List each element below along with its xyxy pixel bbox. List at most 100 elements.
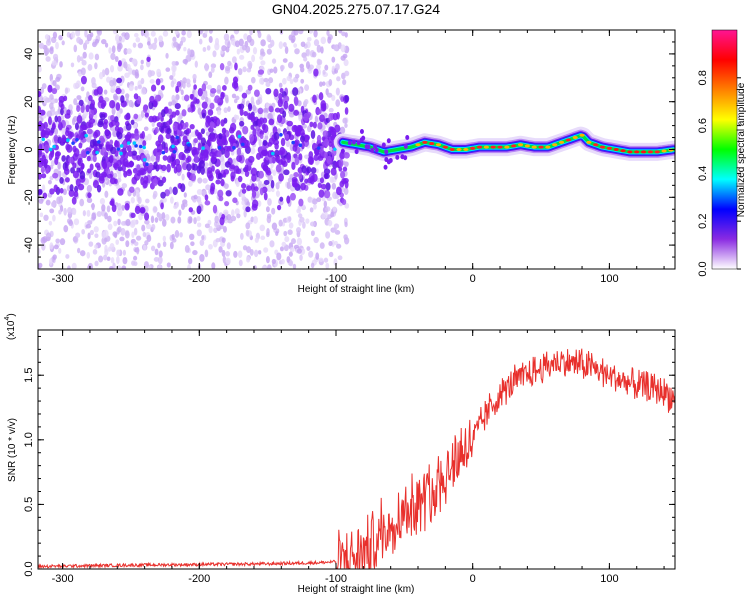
spectrogram-noise-blob — [183, 46, 187, 52]
spectrogram-noise-blob — [243, 209, 247, 218]
spectrogram-core-blob — [100, 113, 106, 121]
spectrogram-core-blob — [110, 114, 115, 122]
spectrogram-noise-blob — [307, 125, 312, 133]
spectrogram-ytick-label: 40 — [23, 48, 35, 60]
spectrogram-core-blob — [66, 144, 73, 153]
spectrogram-core-blob — [115, 102, 121, 111]
spectrogram-ridge-peak — [654, 150, 660, 154]
snr-y-label: SNR (10 * v/v) — [7, 418, 18, 482]
spectrogram-noise-blob — [71, 262, 77, 269]
snr-scale-factor: (x104) — [4, 313, 17, 340]
spectrogram-noise-blob — [208, 35, 213, 44]
spectrogram-noise-blob — [91, 77, 96, 85]
chart-title: GN04.2025.275.07.17.G24 — [272, 1, 440, 17]
spectrogram-core-blob — [78, 99, 84, 106]
spectrogram-noise-blob — [45, 232, 52, 241]
spectrogram-noise-blob — [197, 195, 202, 204]
spectrogram-noise-blob — [165, 52, 169, 59]
spectrogram-noise-blob — [39, 212, 44, 218]
spectrogram-core-blob — [68, 189, 75, 197]
spectrogram-noise-blob — [47, 179, 52, 185]
spectrogram-core-blob — [268, 118, 275, 126]
spectrogram-core-blob — [181, 153, 186, 161]
spectrogram-noise-blob — [120, 227, 126, 236]
spectrogram-core-blob — [328, 141, 333, 147]
spectrogram-noise-blob — [308, 30, 314, 34]
spectrogram-core-blob — [181, 109, 187, 117]
spectrogram-transition-blob — [386, 138, 391, 144]
spectrogram-core-blob — [92, 155, 97, 163]
spectrogram-noise-blob — [104, 42, 109, 48]
spectrogram-noise-blob — [171, 60, 177, 66]
spectrogram-core-blob — [148, 162, 154, 171]
spectrogram-transition-blob — [386, 159, 391, 165]
spectrogram-noise-blob — [144, 198, 150, 204]
spectrogram-noise-blob — [157, 264, 162, 269]
spectrogram-noise-blob — [122, 249, 127, 256]
spectrogram-core-blob — [212, 204, 218, 214]
spectrogram-core-blob — [81, 125, 88, 131]
spectrogram-core-blob — [172, 122, 178, 132]
spectrogram-core-blob — [229, 134, 235, 143]
spectrogram-noise-blob — [65, 254, 70, 259]
spectrogram-core-blob — [130, 119, 135, 125]
snr-xtick-label: -300 — [52, 573, 74, 585]
spectrogram-core-blob — [310, 129, 316, 139]
spectrogram-noise-blob — [169, 241, 174, 250]
spectrogram-noise-blob — [118, 35, 122, 42]
spectrogram-core-blob — [217, 150, 222, 158]
spectrogram-noise-blob — [206, 45, 211, 51]
spectrogram-noise-blob — [50, 201, 56, 208]
spectrogram-noise-blob — [342, 79, 347, 86]
spectrogram-noise-blob — [136, 246, 140, 255]
spectrogram-noise-blob — [64, 87, 69, 95]
spectrogram-core-blob — [77, 157, 83, 167]
spectrogram-core-blob — [220, 91, 225, 100]
spectrogram-noise-blob — [120, 36, 125, 43]
spectrogram-noise-blob — [188, 180, 193, 187]
spectrogram-noise-blob — [181, 173, 185, 181]
spectrogram-core-blob — [106, 173, 113, 179]
spectrogram-noise-blob — [61, 129, 66, 136]
spectrogram-noise-blob — [199, 239, 205, 246]
spectrogram-core-blob — [189, 93, 194, 100]
spectrogram-noise-blob — [80, 67, 86, 76]
spectrogram-core-blob — [194, 154, 199, 163]
spectrogram-noise-blob — [305, 61, 310, 69]
spectrogram-noise-blob — [297, 205, 301, 211]
spectrogram-noise-blob — [101, 204, 106, 212]
snr-xtick-label: -100 — [325, 573, 347, 585]
spectrogram-core-blob — [219, 216, 225, 226]
spectrogram-core-blob — [291, 161, 296, 170]
spectrogram-noise-blob — [296, 248, 303, 254]
spectrogram-core-blob — [190, 104, 196, 112]
spectrogram-core-blob — [224, 149, 230, 159]
snr-ytick-label: 1.0 — [23, 432, 35, 447]
spectrogram-noise-blob — [75, 80, 81, 88]
spectrogram-transition-blob — [356, 140, 361, 146]
spectrogram-core-blob — [318, 92, 324, 101]
spectrogram-core-blob — [156, 164, 163, 170]
spectrogram-noise-blob — [57, 161, 61, 170]
spectrogram-core-blob — [164, 189, 170, 197]
spectrogram-noise-blob — [131, 260, 136, 266]
spectrogram-noise-blob — [275, 231, 279, 237]
spectrogram-noise-blob — [245, 229, 250, 237]
spectrogram-core-blob — [282, 110, 287, 118]
spectrogram-noise-blob — [122, 256, 128, 265]
spectrogram-noise-blob — [221, 237, 226, 243]
spectrogram-noise-blob — [58, 34, 63, 41]
spectrogram-noise-blob — [117, 226, 122, 233]
spectrogram-noise-blob — [110, 84, 116, 93]
spectrogram-noise-blob — [257, 250, 262, 255]
spectrogram-noise-blob — [208, 243, 213, 250]
spectrogram-core-blob — [312, 121, 317, 129]
spectrogram-noise-blob — [196, 229, 202, 237]
spectrogram-noise-blob — [170, 216, 176, 224]
spectrogram-core-blob — [98, 95, 104, 103]
spectrogram-noise-blob — [235, 95, 240, 101]
spectrogram-noise-blob — [313, 236, 319, 244]
spectrogram-noise-blob — [51, 60, 57, 66]
spectrogram-noise-blob — [130, 196, 135, 204]
spectrogram-noise-blob — [338, 30, 343, 34]
